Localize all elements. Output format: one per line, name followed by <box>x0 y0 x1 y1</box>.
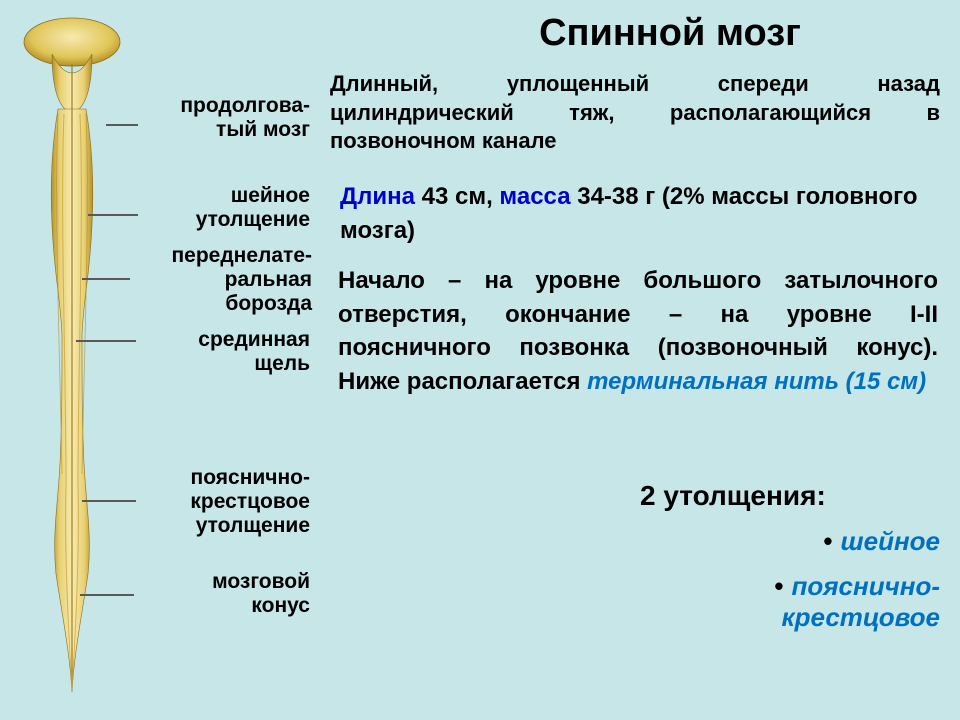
thickenings-block: 2 утолщения: •шейное•пояснично-крестцово… <box>640 480 940 647</box>
label-line: мозговой <box>130 570 310 594</box>
origin-text: Начало – на уровне большого затылочного … <box>338 264 938 398</box>
label-line: крестцовое <box>130 490 310 514</box>
thickening-item: •пояснично-крестцовое <box>640 571 940 633</box>
label-line: щель <box>130 352 310 376</box>
leader-line <box>106 124 138 126</box>
slide-root: Спинной мозг Длинный, уплощенный спереди… <box>0 0 960 720</box>
label-line: борозда <box>126 292 312 316</box>
intro-text: Длинный, уплощенный спереди назад цилинд… <box>330 70 940 156</box>
anatomy-label: переднелате-ральнаяборозда <box>126 244 312 316</box>
label-line: шейное <box>130 184 310 208</box>
dimension-fragment: 43 см, <box>422 183 500 210</box>
thickening-label: пояснично-крестцовое <box>781 571 940 632</box>
leader-line <box>82 500 136 502</box>
label-line: утолщение <box>130 208 310 232</box>
thickening-label: шейное <box>840 526 940 556</box>
origin-fragment: терминальная нить (15 см) <box>587 368 926 395</box>
label-line: переднелате- <box>126 244 312 268</box>
dimension-fragment: масса <box>499 183 577 210</box>
leader-line <box>88 214 138 216</box>
thickenings-header: 2 утолщения: <box>640 480 940 512</box>
leader-line <box>80 594 134 596</box>
label-line: утолщение <box>130 514 310 538</box>
dimension-fragment: Длина <box>340 183 422 210</box>
label-line: продолгова- <box>130 94 310 118</box>
page-title: Спинной мозг <box>400 12 940 55</box>
thickening-item: • шейное <box>640 526 940 557</box>
anatomy-label: пояснично-крестцовоеутолщение <box>130 466 310 538</box>
label-line: ральная <box>126 268 312 292</box>
anatomy-label: продолгова-тый мозг <box>130 94 310 142</box>
spinal-cord-illustration <box>22 14 122 694</box>
anatomy-label: мозговойконус <box>130 570 310 618</box>
label-line: тый мозг <box>130 118 310 142</box>
label-line: конус <box>130 594 310 618</box>
label-line: срединная <box>130 328 310 352</box>
bullet-icon: • <box>823 526 832 556</box>
label-line: пояснично- <box>130 466 310 490</box>
anatomy-label: шейноеутолщение <box>130 184 310 232</box>
bullet-icon: • <box>774 571 783 601</box>
dimensions-text: Длина 43 см, масса 34-38 г (2% массы гол… <box>340 180 940 247</box>
anatomy-label: срединнаящель <box>130 328 310 376</box>
leader-line <box>82 278 130 280</box>
spinal-cord-svg <box>22 14 122 694</box>
leader-line <box>76 340 136 342</box>
